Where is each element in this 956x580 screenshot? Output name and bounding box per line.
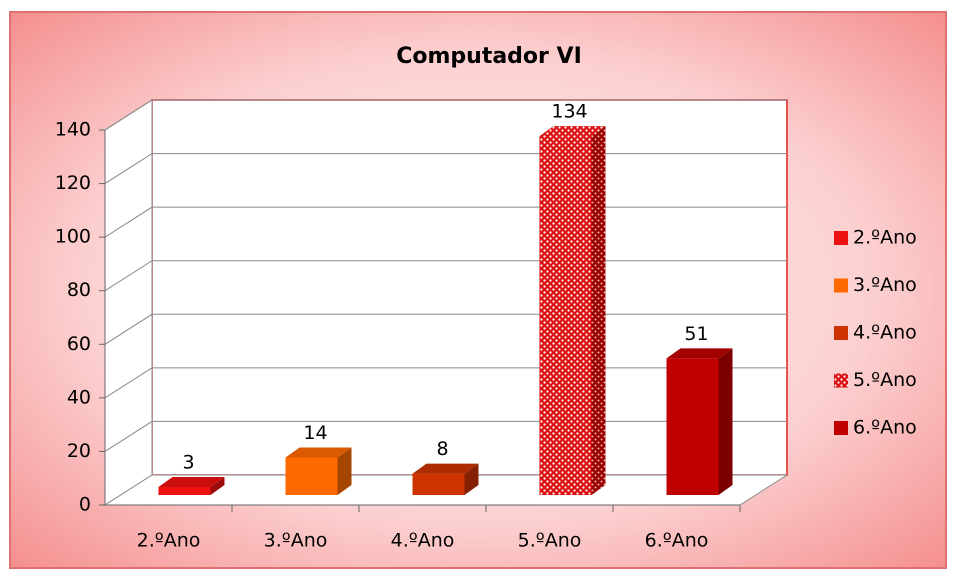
x-tick-label: 6.ºAno [645,530,709,552]
legend-swatch [834,373,848,388]
x-tick-label: 3.ºAno [264,530,328,552]
bar-top [539,126,606,137]
bar [539,136,592,496]
data-label: 51 [684,323,708,345]
side-wall [104,99,153,506]
x-tick-label: 2.ºAno [137,530,201,552]
bar [285,457,338,495]
legend-label: 2.ºAno [853,227,917,249]
y-tick-label: 40 [67,386,91,408]
legend-label: 3.ºAno [853,274,917,296]
legend-swatch [834,278,848,293]
legend-label: 6.ºAno [853,417,917,439]
data-label: 3 [182,451,194,473]
bar [412,473,465,495]
y-tick-label: 140 [55,119,91,141]
bar [158,486,211,495]
bar-side [210,476,225,495]
y-tick-label: 20 [67,440,91,462]
bar-side [591,126,606,496]
bar-side [718,348,733,495]
bar-side [464,463,479,495]
legend-swatch [834,231,848,245]
legend-label: 5.ºAno [853,369,917,391]
y-tick-label: 80 [67,279,91,301]
y-tick-label: 60 [67,333,91,355]
data-label: 8 [436,438,448,460]
x-tick-label: 5.ºAno [518,530,582,552]
x-tick-label: 4.ºAno [391,530,455,552]
y-tick-label: 100 [55,226,91,248]
bar [666,358,719,495]
bar-side [337,447,352,495]
grid-line [104,99,787,131]
y-tick-label: 120 [55,172,91,194]
bar-top [285,447,352,458]
legend-label: 4.ºAno [853,322,917,344]
bar-top [158,476,225,487]
bar-top [666,348,733,359]
data-label: 134 [551,101,587,123]
data-label: 14 [303,422,327,444]
chart-title: Computador VI [396,44,582,69]
bar-top [412,463,479,474]
legend-swatch [834,326,848,340]
y-tick-label: 0 [79,494,91,516]
legend-swatch [834,421,848,435]
